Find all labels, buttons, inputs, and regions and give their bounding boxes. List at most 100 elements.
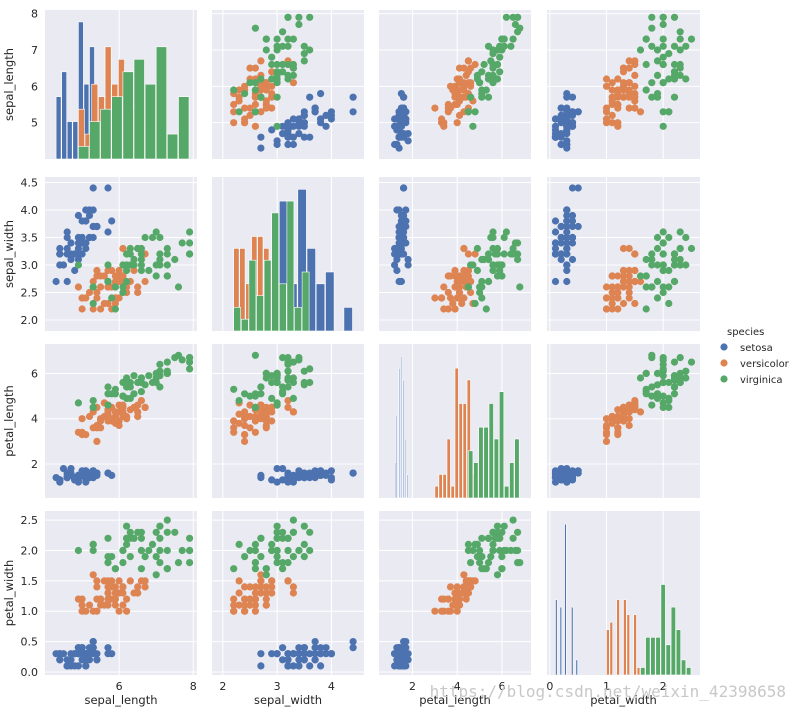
point-versicolor <box>464 250 472 258</box>
point-versicolor <box>251 122 259 130</box>
point-virginica <box>670 277 679 286</box>
point-virginica <box>89 546 97 555</box>
point-versicolor <box>614 75 622 83</box>
point-virginica <box>476 283 484 291</box>
point-versicolor <box>602 283 611 291</box>
legend-entry-versicolor: versicolor <box>740 359 790 370</box>
point-virginica <box>104 401 112 409</box>
point-virginica <box>156 367 164 375</box>
point-setosa <box>563 228 571 236</box>
point-versicolor <box>602 294 611 302</box>
point-setosa <box>306 650 314 658</box>
point-virginica <box>636 272 645 280</box>
point-virginica <box>676 228 684 236</box>
point-virginica <box>670 75 679 83</box>
histogram-bar-versicolor <box>434 485 439 499</box>
point-versicolor <box>246 595 254 603</box>
point-virginica <box>467 93 475 101</box>
point-virginica <box>126 244 134 253</box>
point-versicolor <box>246 412 254 421</box>
point-virginica <box>74 261 82 269</box>
point-setosa <box>295 467 303 475</box>
point-virginica <box>257 383 265 391</box>
histogram-bar-virginica <box>514 438 520 499</box>
histogram-bar-virginica <box>233 307 241 332</box>
point-versicolor <box>464 57 472 65</box>
point-setosa <box>317 650 325 658</box>
point-virginica <box>123 250 131 258</box>
point-virginica <box>306 13 314 21</box>
point-versicolor <box>471 250 479 258</box>
point-setosa <box>393 266 401 275</box>
point-virginica <box>653 390 662 398</box>
point-virginica <box>89 540 97 549</box>
point-virginica <box>268 540 276 549</box>
point-setosa <box>284 476 292 484</box>
point-virginica <box>493 528 502 536</box>
point-versicolor <box>89 305 97 313</box>
point-versicolor <box>608 283 616 291</box>
point-virginica <box>123 376 131 384</box>
histogram-bar-virginica <box>278 283 287 332</box>
point-setosa <box>563 93 571 101</box>
point-setosa <box>404 261 412 269</box>
point-virginica <box>306 546 314 555</box>
point-setosa <box>568 217 577 225</box>
point-setosa <box>67 650 75 658</box>
point-setosa <box>289 474 297 482</box>
point-virginica <box>300 553 308 561</box>
point-virginica <box>186 228 194 236</box>
point-versicolor <box>246 111 254 119</box>
point-setosa <box>257 650 265 658</box>
point-setosa <box>322 471 330 479</box>
point-setosa <box>257 662 265 670</box>
point-virginica <box>300 57 308 65</box>
panel-sepal_length-vs-sepal_width <box>212 10 364 159</box>
point-virginica <box>665 75 673 83</box>
point-versicolor <box>141 277 149 286</box>
point-virginica <box>514 546 522 555</box>
point-virginica <box>279 28 287 36</box>
point-virginica <box>104 534 112 542</box>
point-setosa <box>311 644 319 652</box>
point-virginica <box>514 559 522 567</box>
point-versicolor <box>262 583 270 591</box>
point-virginica <box>273 553 281 561</box>
point-virginica <box>119 559 127 567</box>
point-versicolor <box>455 595 464 603</box>
point-setosa <box>568 239 577 247</box>
point-virginica <box>284 13 292 21</box>
point-virginica <box>493 244 502 253</box>
point-setosa <box>78 644 86 652</box>
point-setosa <box>74 478 82 486</box>
point-virginica <box>682 75 690 83</box>
point-virginica <box>300 540 308 549</box>
point-versicolor <box>230 108 238 116</box>
point-setosa <box>56 244 64 253</box>
point-versicolor <box>93 577 101 585</box>
point-virginica <box>659 42 667 50</box>
point-setosa <box>268 126 276 134</box>
point-setosa <box>67 255 75 264</box>
point-versicolor <box>257 408 265 416</box>
point-versicolor <box>246 424 254 432</box>
point-virginica <box>145 266 153 275</box>
point-versicolor <box>602 305 611 313</box>
point-setosa <box>574 184 582 192</box>
point-setosa <box>289 122 297 130</box>
point-versicolor <box>251 93 259 101</box>
point-versicolor <box>455 601 464 609</box>
point-versicolor <box>625 64 633 72</box>
point-virginica <box>163 250 171 258</box>
point-virginica <box>273 46 281 54</box>
point-versicolor <box>444 595 452 603</box>
point-virginica <box>300 42 308 50</box>
point-versicolor <box>602 75 611 83</box>
point-versicolor <box>235 589 243 597</box>
point-virginica <box>295 546 303 555</box>
legend-marker-versicolor <box>720 359 728 367</box>
point-virginica <box>262 571 270 579</box>
histogram-bar-virginica <box>509 462 515 499</box>
histogram-bar-virginica <box>294 307 302 332</box>
point-virginica <box>473 75 481 83</box>
